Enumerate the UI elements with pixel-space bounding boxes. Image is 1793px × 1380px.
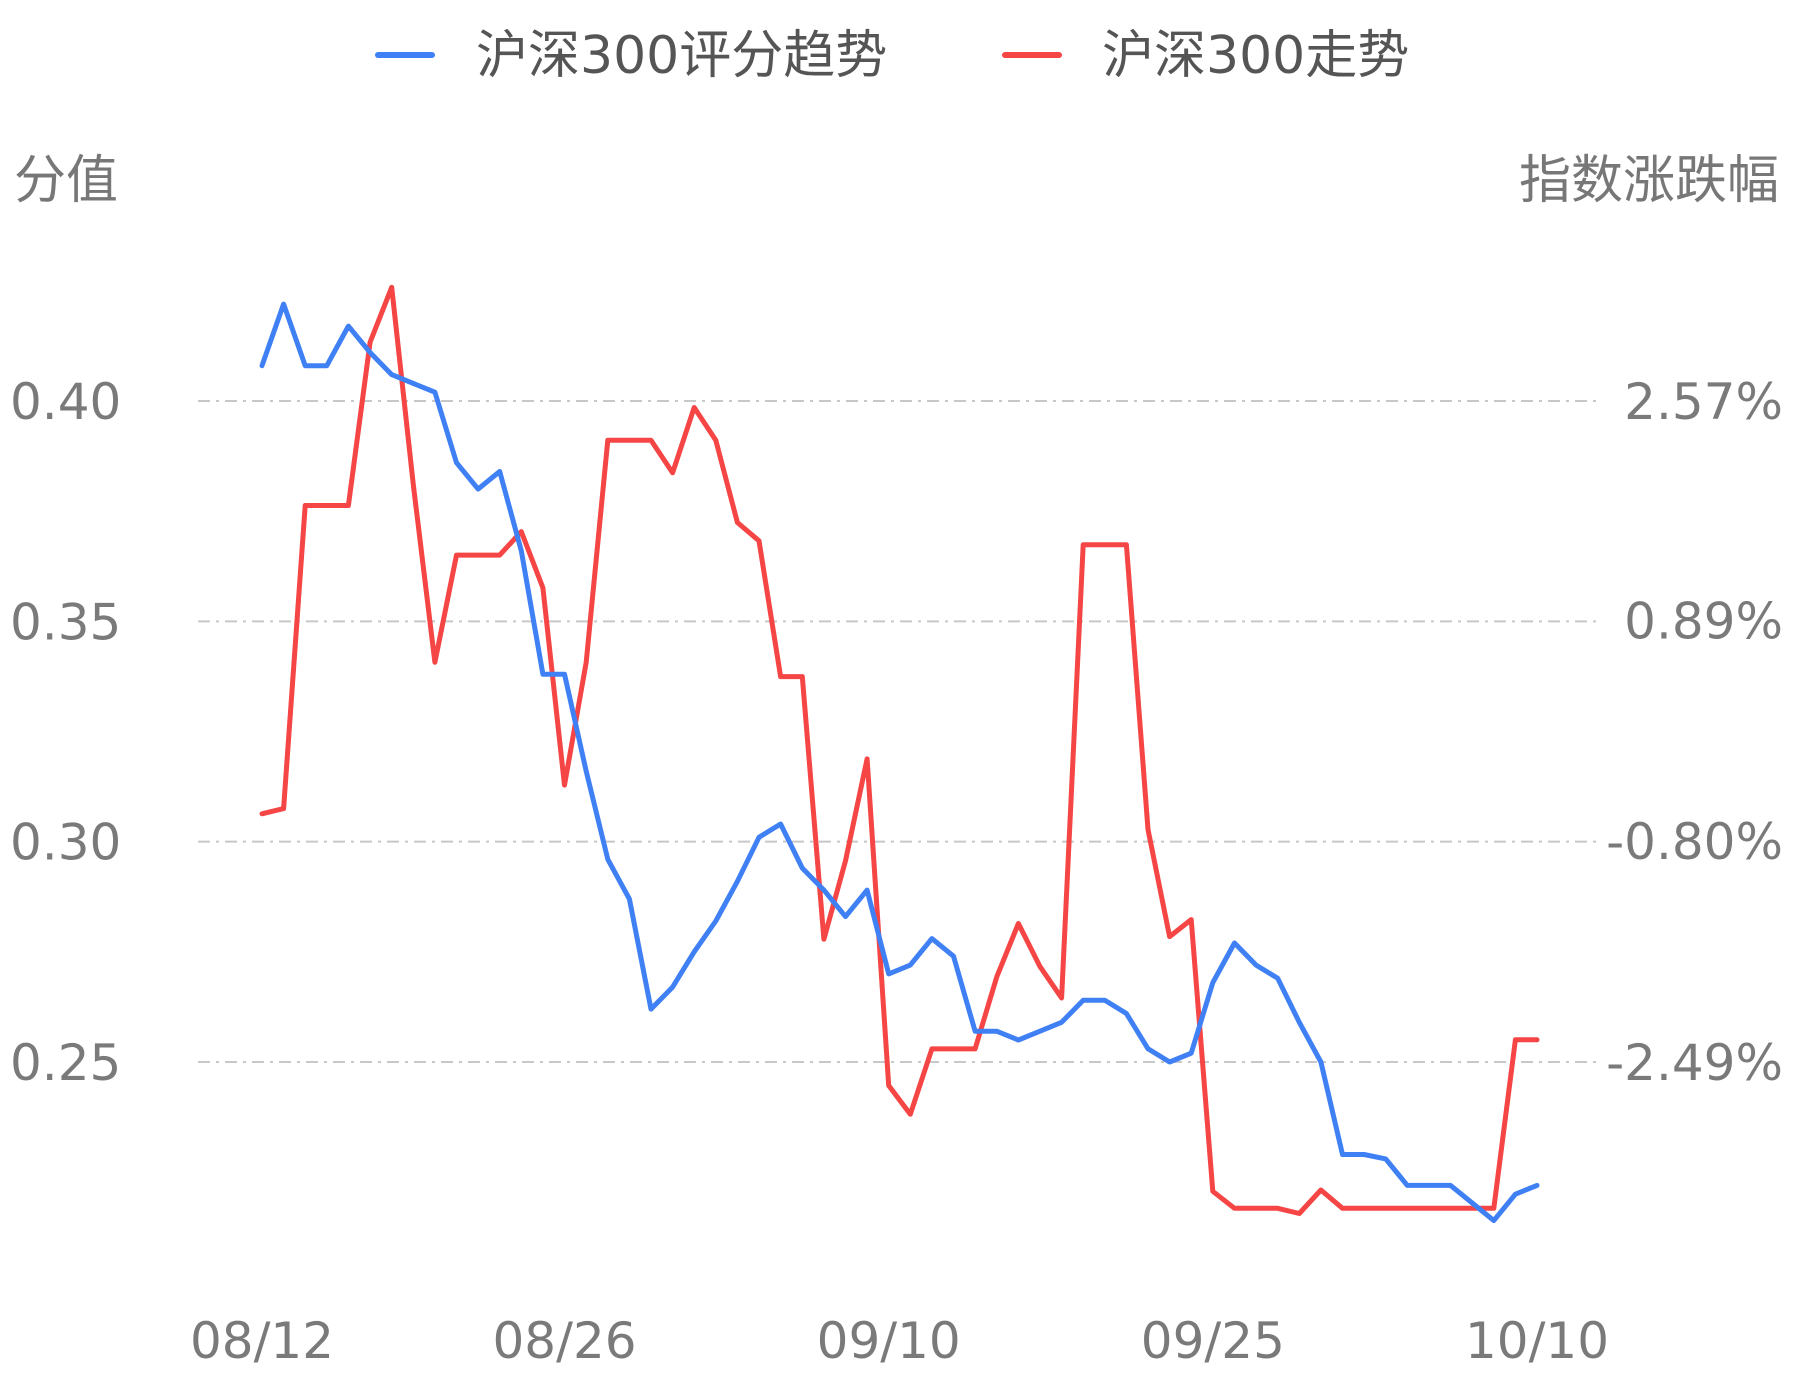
legend: 沪深300评分趋势 沪深300走势 xyxy=(375,26,1409,86)
series-line-index xyxy=(259,284,1540,1216)
right-tick-label: -0.80% xyxy=(1606,813,1783,871)
grid-lines xyxy=(198,400,1598,1063)
x-axis-ticks: 08/12 08/26 09/10 09/25 10/10 xyxy=(190,1312,1609,1370)
legend-label-score: 沪深300评分趋势 xyxy=(476,26,887,86)
series-layer xyxy=(259,284,1540,1224)
right-axis-title: 指数涨跌幅 xyxy=(1519,151,1779,211)
left-tick-label: 0.25 xyxy=(10,1034,121,1092)
right-tick-label: -2.49% xyxy=(1606,1034,1783,1092)
x-tick-label: 08/26 xyxy=(492,1312,636,1370)
left-tick-label: 0.35 xyxy=(10,593,121,651)
x-tick-label: 10/10 xyxy=(1465,1312,1609,1370)
x-tick-label: 09/25 xyxy=(1141,1312,1285,1370)
right-tick-label: 2.57% xyxy=(1624,373,1783,431)
legend-label-index: 沪深300走势 xyxy=(1102,26,1409,86)
right-axis-ticks: 2.57% 0.89% -0.80% -2.49% xyxy=(1606,373,1783,1092)
left-tick-label: 0.30 xyxy=(10,814,121,872)
right-tick-label: 0.89% xyxy=(1624,592,1783,650)
x-tick-label: 09/10 xyxy=(817,1312,961,1370)
x-tick-label: 08/12 xyxy=(190,1312,334,1370)
left-axis-title: 分值 xyxy=(14,151,118,211)
left-tick-label: 0.40 xyxy=(10,373,121,431)
left-axis-ticks: 0.40 0.35 0.30 0.25 xyxy=(10,373,121,1092)
series-line-score xyxy=(259,301,1540,1224)
